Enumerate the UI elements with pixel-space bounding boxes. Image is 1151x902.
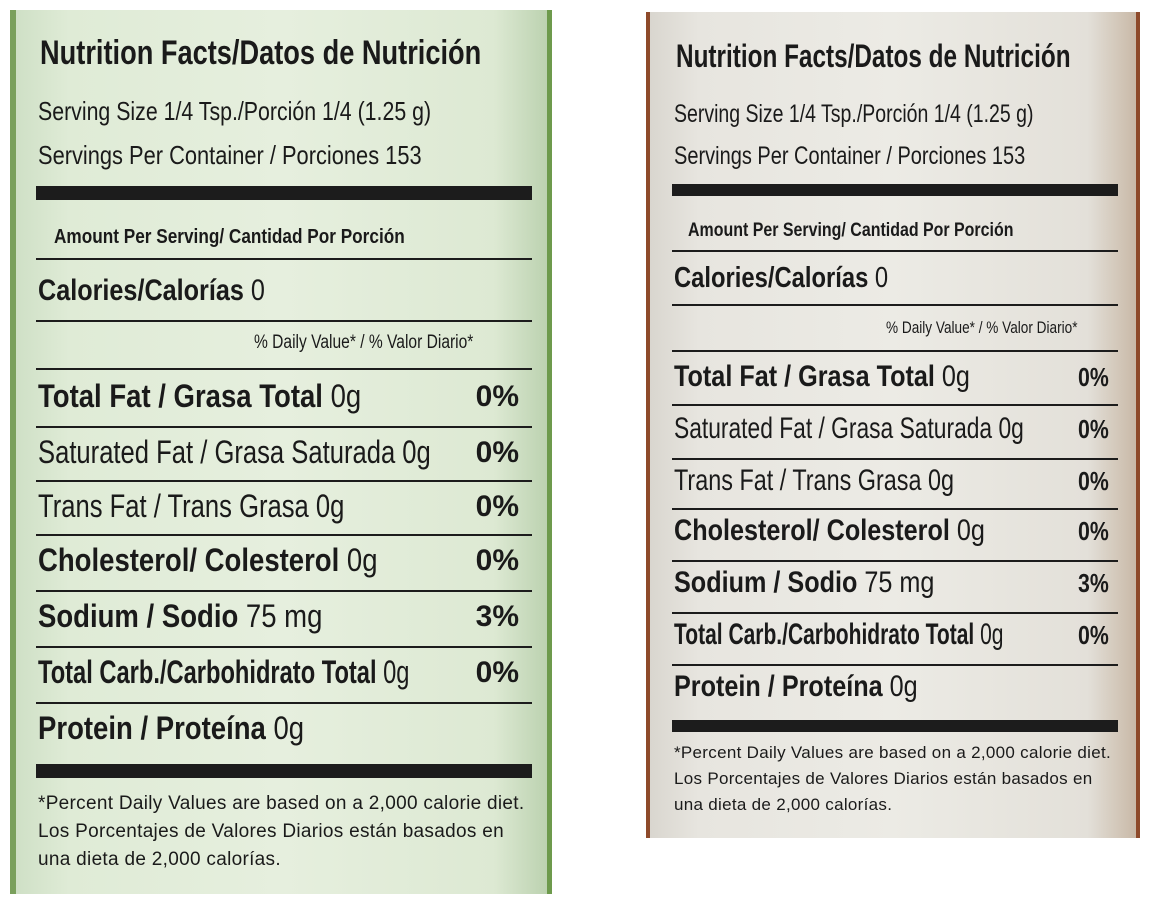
divider (36, 368, 532, 370)
thick-rule (36, 764, 532, 778)
daily-value-percent: 3% (475, 600, 519, 633)
calories-value: 0 (874, 262, 889, 294)
nutrient-row: Total Fat / Grasa Total 0g (674, 360, 970, 393)
daily-value-header: % Daily Value* / % Valor Diario* (254, 332, 474, 353)
daily-value-percent: 0% (1078, 414, 1110, 444)
divider (36, 258, 532, 260)
divider (36, 646, 532, 648)
daily-value-percent: 3% (1078, 568, 1110, 598)
nutrient-row: Protein / Proteína 0g (674, 670, 918, 703)
nutrient-row: Total Fat / Grasa Total 0g (38, 378, 362, 414)
daily-value-percent: 0% (475, 490, 519, 523)
divider (672, 664, 1118, 666)
nutrition-label-left: Nutrition Facts/Datos de Nutrición Servi… (10, 10, 552, 894)
calories-label: Calories/Calorías (38, 274, 244, 307)
nutrient-row: Sodium / Sodio 75 mg (674, 566, 935, 599)
footnote: *Percent Daily Values are based on a 2,0… (674, 743, 1112, 814)
divider (36, 590, 532, 592)
divider (36, 702, 532, 704)
nutrient-row: Trans Fat / Trans Grasa 0g (38, 488, 345, 524)
nutrient-row: Saturated Fat / Grasa Saturada 0g (38, 434, 431, 470)
daily-value-percent: 0% (1078, 362, 1110, 392)
divider (36, 534, 532, 536)
nutrient-row: Protein / Proteína 0g (38, 710, 305, 746)
serving-size: Serving Size 1/4 Tsp./Porción 1/4 (1.25 … (38, 96, 432, 126)
divider (672, 458, 1118, 460)
divider (672, 508, 1118, 510)
calories-value: 0 (250, 274, 265, 307)
nutrient-row: Sodium / Sodio 75 mg (38, 598, 323, 634)
nutrient-row: Cholesterol/ Colesterol 0g (38, 542, 378, 578)
divider (672, 612, 1118, 614)
divider (672, 250, 1118, 252)
divider (36, 480, 532, 482)
nutrition-label-right: Nutrition Facts/Datos de Nutrición Servi… (646, 12, 1140, 838)
thick-rule (672, 720, 1118, 732)
footnote: *Percent Daily Values are based on a 2,0… (38, 793, 525, 870)
calories-label: Calories/Calorías (674, 262, 869, 294)
amount-per-serving: Amount Per Serving/ Cantidad Por Porción (54, 226, 405, 248)
divider (36, 320, 532, 322)
calories-row: Calories/Calorías 0 (38, 274, 308, 308)
thick-rule (672, 184, 1118, 196)
nutrient-row: Total Carb./Carbohidrato Total 0g (38, 654, 410, 690)
calories-row: Calories/Calorías 0 (674, 262, 935, 295)
divider (672, 304, 1118, 306)
daily-value-percent: 0% (475, 544, 519, 577)
nutrient-row: Trans Fat / Trans Grasa 0g (674, 464, 955, 497)
label-title: Nutrition Facts/Datos de Nutrición (676, 38, 1071, 74)
nutrient-row: Saturated Fat / Grasa Saturada 0g (674, 412, 1024, 445)
daily-value-percent: 0% (475, 436, 519, 469)
daily-value-percent: 0% (1078, 620, 1110, 650)
thick-rule (36, 186, 532, 200)
servings-per-container: Servings Per Container / Porciones 153 (38, 140, 422, 170)
amount-per-serving: Amount Per Serving/ Cantidad Por Porción (688, 220, 1014, 241)
label-title: Nutrition Facts/Datos de Nutrición (40, 34, 482, 72)
divider (36, 426, 532, 428)
nutrient-row: Cholesterol/ Colesterol 0g (674, 514, 985, 547)
serving-size: Serving Size 1/4 Tsp./Porción 1/4 (1.25 … (674, 100, 1034, 128)
divider (672, 350, 1118, 352)
nutrient-row: Total Carb./Carbohidrato Total 0g (674, 618, 1004, 651)
divider (672, 560, 1118, 562)
daily-value-header: % Daily Value* / % Valor Diario* (886, 318, 1078, 337)
servings-per-container: Servings Per Container / Porciones 153 (674, 142, 1026, 170)
daily-value-percent: 0% (475, 656, 519, 689)
daily-value-percent: 0% (1078, 466, 1110, 496)
divider (672, 404, 1118, 406)
daily-value-percent: 0% (1078, 516, 1110, 546)
daily-value-percent: 0% (475, 380, 519, 413)
